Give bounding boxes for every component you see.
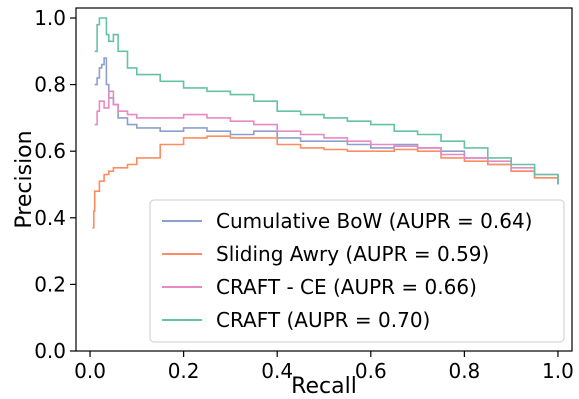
plot-frame [75,7,573,352]
x-tick-label: 0.0 [74,359,106,383]
x-tick-label: 0.2 [168,359,200,383]
legend-label-2: Sliding Awry (AUPR = 0.59) [216,242,489,266]
y-tick-label: 0.6 [34,139,66,163]
series-line-3 [94,90,559,185]
series-line-4 [94,17,559,185]
x-tick-label: 0.4 [261,359,293,383]
x-tick-label: 1.0 [542,359,574,383]
x-tick-label: 0.6 [355,359,387,383]
series-line-1 [94,57,559,185]
y-tick-label: 0.8 [34,73,66,97]
legend-label-3: CRAFT - CE (AUPR = 0.66) [216,275,477,299]
x-tick-label: 0.8 [448,359,480,383]
y-tick-label: 0.4 [34,206,66,230]
y-tick-label: 1.0 [34,6,66,30]
y-tick-label: 0.2 [34,272,66,296]
legend: Cumulative BoW (AUPR = 0.64) Sliding Awry… [149,199,565,343]
legend-label-4: CRAFT (AUPR = 0.70) [216,308,430,332]
x-axis-label: Recall [291,374,357,399]
series-line-2 [92,135,559,229]
legend-label-1: Cumulative BoW (AUPR = 0.64) [216,209,532,233]
y-axis-label: Precision [12,130,37,228]
y-tick-label: 0.0 [34,339,66,363]
legend-box [149,199,565,343]
